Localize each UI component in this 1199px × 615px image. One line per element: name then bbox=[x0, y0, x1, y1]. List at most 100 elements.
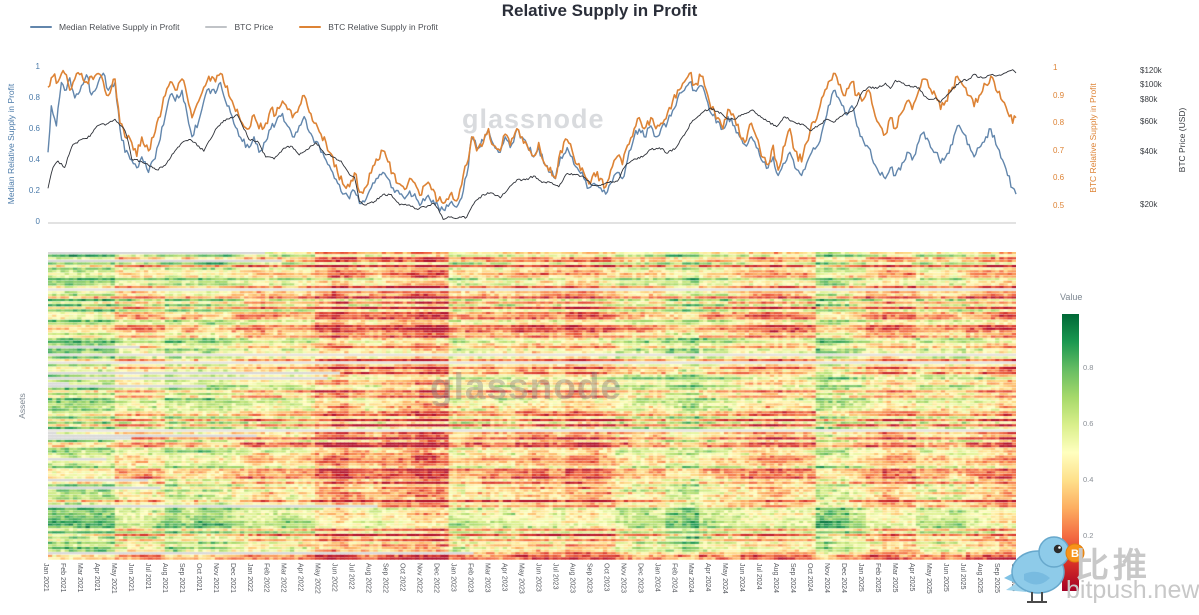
heatmap-canvas bbox=[48, 252, 1016, 560]
x-label-jul-2021: Jul 2021 bbox=[143, 563, 151, 590]
right-supply-tick-0.5: 0.5 bbox=[1053, 201, 1065, 210]
right-supply-tick-0.8: 0.8 bbox=[1053, 118, 1065, 128]
left-tick-0.6: 0.6 bbox=[28, 124, 40, 133]
x-label-jan-2024: Jan 2024 bbox=[653, 563, 661, 592]
x-label-apr-2021: Apr 2021 bbox=[92, 563, 100, 592]
x-label-may-2025: May 2025 bbox=[924, 563, 932, 594]
x-label-jun-2025: Jun 2025 bbox=[941, 563, 949, 592]
right-supply-tick-1: 1 bbox=[1053, 63, 1058, 72]
right-supply-tick-0.7: 0.7 bbox=[1053, 145, 1065, 155]
chart-legend: Median Relative Supply in Profit BTC Pric… bbox=[30, 22, 438, 32]
x-label-nov-2024: Nov 2024 bbox=[823, 563, 831, 593]
x-label-may-2021: May 2021 bbox=[109, 563, 117, 594]
x-label-oct-2024: Oct 2024 bbox=[806, 563, 814, 592]
x-label-nov-2023: Nov 2023 bbox=[619, 563, 627, 593]
x-label-jun-2024: Jun 2024 bbox=[738, 563, 746, 592]
x-label-dec-2023: Dec 2023 bbox=[636, 563, 644, 593]
x-label-may-2023: May 2023 bbox=[517, 563, 525, 594]
x-label-feb-2024: Feb 2024 bbox=[670, 563, 678, 593]
x-label-dec-2021: Dec 2021 bbox=[228, 563, 236, 593]
x-label-dec-2022: Dec 2022 bbox=[432, 563, 440, 593]
bitpush-chinese-watermark: 比推 bbox=[1075, 547, 1151, 585]
x-label-oct-2021: Oct 2021 bbox=[194, 563, 202, 592]
x-label-jul-2022: Jul 2022 bbox=[347, 563, 355, 590]
x-label-mar-2024: Mar 2024 bbox=[687, 563, 695, 593]
btc-price-tick-$80k: $80k bbox=[1140, 95, 1158, 104]
x-label-nov-2022: Nov 2022 bbox=[415, 563, 423, 593]
x-label-feb-2023: Feb 2023 bbox=[466, 563, 474, 593]
x-label-apr-2024: Apr 2024 bbox=[704, 563, 712, 592]
page-title: Relative Supply in Profit bbox=[501, 1, 698, 20]
btc-price-tick-$60k: $60k bbox=[1140, 117, 1158, 126]
x-label-sep-2021: Sep 2021 bbox=[177, 563, 185, 593]
left-axis-title: Median Relative Supply in Profit bbox=[6, 83, 16, 205]
bitpush-domain-watermark: bitpush.news bbox=[1066, 576, 1199, 604]
x-label-aug-2022: Aug 2022 bbox=[364, 563, 372, 593]
x-label-may-2022: May 2022 bbox=[313, 563, 321, 594]
x-label-jun-2023: Jun 2023 bbox=[534, 563, 542, 592]
x-label-jan-2021: Jan 2021 bbox=[42, 563, 49, 592]
x-label-sep-2022: Sep 2022 bbox=[381, 563, 389, 593]
legend-swatch bbox=[299, 26, 322, 28]
x-label-sep-2024: Sep 2024 bbox=[789, 563, 797, 593]
x-label-jul-2025: Jul 2025 bbox=[958, 563, 966, 590]
x-label-mar-2021: Mar 2021 bbox=[75, 563, 83, 593]
x-label-jan-2022: Jan 2022 bbox=[245, 563, 253, 592]
legend-item-3[interactable]: BTC Relative Supply in Profit bbox=[299, 22, 438, 32]
btc-price-tick-$120k: $120k bbox=[1140, 66, 1162, 75]
left-tick-0.4: 0.4 bbox=[28, 155, 40, 164]
x-label-oct-2023: Oct 2023 bbox=[602, 563, 610, 592]
colorbar-tick-0.8: 0.8 bbox=[1083, 363, 1094, 372]
btc-price-axis-title: BTC Price (USD) bbox=[1177, 107, 1187, 173]
x-label-jul-2023: Jul 2023 bbox=[551, 563, 559, 590]
x-label-apr-2025: Apr 2025 bbox=[907, 563, 915, 592]
legend-swatch bbox=[30, 26, 52, 28]
colorbar-tick-0.4: 0.4 bbox=[1083, 475, 1094, 484]
colorbar-tick-0.2: 0.2 bbox=[1083, 531, 1094, 540]
x-label-aug-2025: Aug 2025 bbox=[975, 563, 983, 593]
x-label-aug-2021: Aug 2021 bbox=[160, 563, 168, 593]
right-supply-tick-0.9: 0.9 bbox=[1053, 90, 1065, 100]
legend-label: BTC Price bbox=[234, 22, 274, 32]
btc-price-tick-$40k: $40k bbox=[1140, 147, 1158, 156]
glassnode-watermark: glassnode bbox=[462, 104, 605, 134]
x-label-feb-2021: Feb 2021 bbox=[58, 563, 66, 593]
x-label-mar-2023: Mar 2023 bbox=[483, 563, 491, 593]
x-label-apr-2023: Apr 2023 bbox=[500, 563, 508, 592]
x-label-dec-2024: Dec 2024 bbox=[840, 563, 848, 593]
x-label-nov-2021: Nov 2021 bbox=[211, 563, 219, 593]
x-label-jul-2024: Jul 2024 bbox=[755, 563, 763, 590]
right-supply-tick-0.6: 0.6 bbox=[1053, 173, 1065, 183]
x-label-sep-2023: Sep 2023 bbox=[585, 563, 593, 593]
glassnode-watermark-heatmap: glassnode bbox=[430, 366, 622, 407]
x-label-jun-2022: Jun 2022 bbox=[330, 563, 338, 592]
x-label-mar-2025: Mar 2025 bbox=[891, 563, 898, 593]
x-label-jan-2025: Jan 2025 bbox=[857, 563, 865, 592]
legend-label: Median Relative Supply in Profit bbox=[59, 22, 180, 32]
x-label-aug-2024: Aug 2024 bbox=[772, 563, 780, 593]
x-label-may-2024: May 2024 bbox=[721, 563, 729, 594]
left-tick-1: 1 bbox=[35, 62, 40, 71]
heatmap-y-axis-title: Assets bbox=[17, 393, 27, 419]
left-tick-0.8: 0.8 bbox=[28, 93, 40, 102]
left-tick-0: 0 bbox=[35, 217, 40, 226]
x-label-mar-2022: Mar 2022 bbox=[279, 563, 287, 593]
legend-item-1[interactable]: Median Relative Supply in Profit bbox=[30, 22, 179, 32]
x-label-aug-2023: Aug 2023 bbox=[568, 563, 576, 593]
colorbar-title: Value bbox=[1060, 292, 1083, 302]
x-label-jan-2023: Jan 2023 bbox=[449, 563, 457, 592]
bitpush-bird-logo: B bbox=[1004, 536, 1085, 603]
x-label-apr-2022: Apr 2022 bbox=[296, 563, 304, 592]
right-supply-axis-title: BTC Relative Supply in Profit bbox=[1088, 83, 1098, 193]
line-chart bbox=[47, 69, 1017, 224]
legend-swatch bbox=[205, 26, 228, 28]
x-label-jun-2021: Jun 2021 bbox=[126, 563, 134, 592]
series-btc-relative-supply-in-profit bbox=[47, 69, 1017, 204]
colorbar-tick-0.6: 0.6 bbox=[1083, 419, 1094, 428]
legend-item-2[interactable]: BTC Price bbox=[205, 22, 273, 32]
x-label-feb-2025: Feb 2025 bbox=[874, 563, 882, 593]
legend-label: BTC Relative Supply in Profit bbox=[328, 22, 438, 32]
btc-price-tick-$20k: $20k bbox=[1140, 200, 1158, 209]
btc-price-tick-$100k: $100k bbox=[1140, 80, 1162, 89]
